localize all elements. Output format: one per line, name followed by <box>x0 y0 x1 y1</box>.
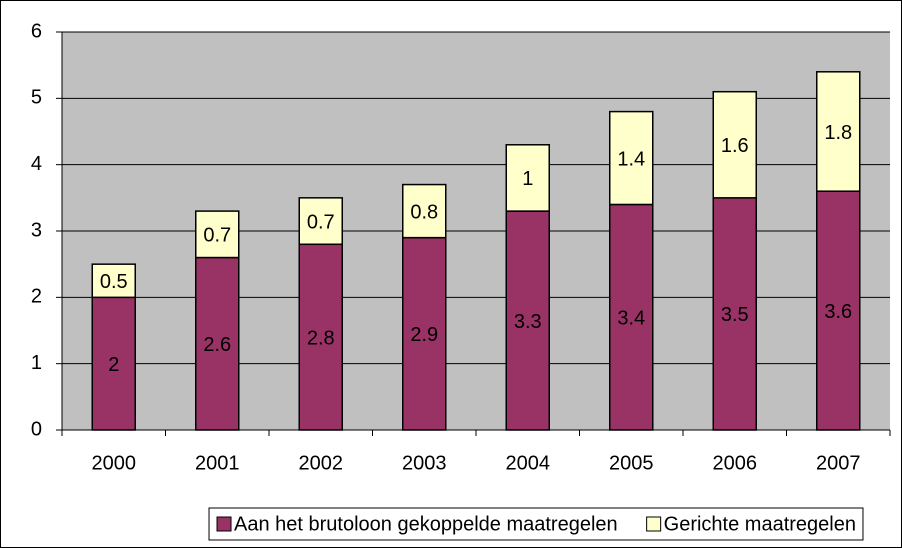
data-label: 1 <box>522 168 533 190</box>
bar-segment <box>195 210 240 259</box>
bar-segment <box>91 263 136 299</box>
data-label: 2.8 <box>307 327 335 349</box>
legend-box <box>208 507 864 541</box>
legend-swatch <box>216 516 232 532</box>
bar-segment <box>505 210 550 431</box>
bar-segment <box>712 90 757 199</box>
y-tick-label: 5 <box>31 87 42 109</box>
x-tick-label: 2003 <box>402 452 447 474</box>
bar-segment <box>402 236 447 431</box>
data-label: 2 <box>108 354 119 376</box>
y-tick-label: 3 <box>31 219 42 241</box>
data-label: 0.7 <box>203 225 231 247</box>
bar-segment <box>402 183 447 239</box>
data-label: 0.7 <box>307 211 335 233</box>
legend: Aan het brutoloon gekoppelde maatregelen… <box>208 507 864 541</box>
data-label: 0.5 <box>100 271 128 293</box>
data-label: 1.8 <box>824 122 852 144</box>
data-label: 1.6 <box>721 135 749 157</box>
legend-label: Aan het brutoloon gekoppelde maatregelen <box>234 513 618 535</box>
x-tick-label: 2000 <box>92 452 137 474</box>
legend-label: Gerichte maatregelen <box>664 513 856 535</box>
y-tick-label: 2 <box>31 286 42 308</box>
x-tick-label: 2007 <box>816 452 861 474</box>
legend-swatch <box>646 516 662 532</box>
data-label: 2.9 <box>410 324 438 346</box>
y-tick-label: 4 <box>31 153 42 175</box>
x-tick-label: 2001 <box>195 452 240 474</box>
data-label: 3.3 <box>514 311 542 333</box>
y-tick-label: 6 <box>31 20 42 42</box>
bar-segment <box>505 144 550 212</box>
data-label: 3.4 <box>617 308 645 330</box>
data-label: 3.6 <box>824 301 852 323</box>
bar-segment <box>298 197 343 246</box>
bar-segment <box>712 197 757 431</box>
data-label: 1.4 <box>617 148 645 170</box>
x-tick-label: 2004 <box>506 452 551 474</box>
bar-segment <box>816 71 861 192</box>
bar-segment <box>816 190 861 431</box>
bar-segment <box>609 203 654 431</box>
y-tick-label: 1 <box>31 352 42 374</box>
data-label: 3.5 <box>721 304 749 326</box>
data-label: 0.8 <box>410 201 438 223</box>
bar-segment <box>609 110 654 206</box>
bar-segment <box>91 296 136 431</box>
x-tick-label: 2006 <box>713 452 758 474</box>
bar-segment <box>298 243 343 431</box>
y-tick-label: 0 <box>31 418 42 440</box>
x-tick-label: 2005 <box>609 452 654 474</box>
data-label: 2.6 <box>203 334 231 356</box>
x-tick-label: 2002 <box>299 452 344 474</box>
